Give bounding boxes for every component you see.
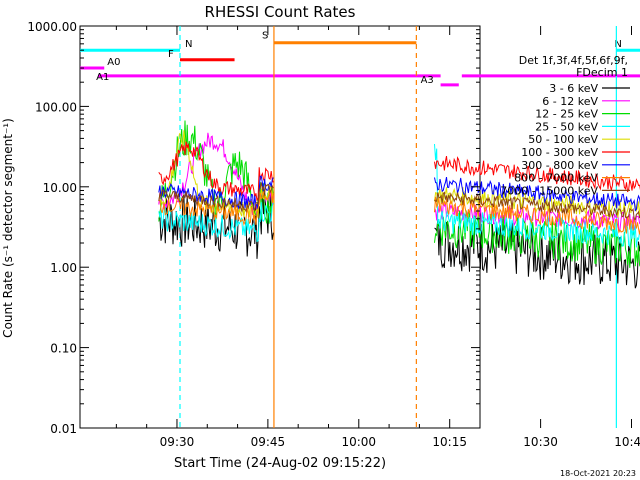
y-tick-label: 1000.00	[27, 20, 77, 34]
x-tick-label: 10:00	[341, 435, 376, 449]
chart-title: RHESSI Count Rates	[205, 3, 356, 21]
y-tick-label: 100.00	[35, 100, 77, 114]
series-line	[434, 196, 640, 235]
x-tick-label: 09:30	[160, 435, 195, 449]
y-axis-label: Count Rate (s⁻¹ detector segment⁻¹)	[1, 118, 15, 338]
series-line	[434, 177, 640, 212]
attenuator-label: F	[168, 49, 174, 60]
series-line	[158, 141, 274, 202]
legend-entry-label: 50 - 100 keV	[528, 133, 598, 146]
series-lines	[158, 120, 640, 289]
attenuator-label: N	[614, 39, 621, 50]
legend-entry-label: 12 - 25 keV	[535, 108, 598, 121]
series-line	[434, 143, 640, 249]
x-tick-label: 10:30	[523, 435, 558, 449]
legend-entry-label: 800 - 7000 keV	[514, 172, 598, 185]
attenuator-label: A0	[107, 57, 120, 68]
legend-entry-label: 300 - 800 keV	[521, 159, 598, 172]
x-tick-label: 10:45	[614, 435, 640, 449]
legend-entry-label: 100 - 300 keV	[521, 146, 598, 159]
plot-area	[79, 25, 481, 429]
legend-entry-label: 25 - 50 keV	[535, 120, 598, 133]
x-axis-label: Start Time (24-Aug-02 09:15:22)	[174, 456, 386, 471]
attenuator-label: N	[185, 39, 192, 50]
footer-timestamp: 18-Oct-2021 20:23	[560, 469, 636, 478]
attenuator-label: A3	[421, 75, 434, 86]
legend-header: Det 1f,3f,4f,5f,6f,9f,	[519, 54, 628, 67]
x-tick-label: 10:15	[432, 435, 467, 449]
plot-frame	[79, 25, 481, 429]
y-tick-label: 1.00	[50, 261, 77, 275]
series-line	[158, 202, 274, 243]
y-tick-label: 0.01	[50, 422, 77, 436]
series-line	[158, 175, 274, 210]
series-line	[158, 130, 274, 218]
legend-entry-label: 6 - 12 keV	[542, 95, 598, 108]
series-line	[434, 191, 640, 221]
x-tick-label: 09:45	[251, 435, 286, 449]
series-line	[158, 182, 274, 213]
y-tick-label: 10.00	[43, 181, 77, 195]
attenuator-state-bars: N N S F A0 A1 A3	[80, 31, 640, 87]
attenuator-label: A1	[96, 72, 109, 83]
axes: 0.01 0.10 1.00 10.00 100.00 1000.00 09:30 09:45…	[27, 20, 640, 449]
y-tick-label: 0.10	[50, 342, 77, 356]
series-line	[434, 156, 640, 193]
legend-entry-label: 7000 - 15000 keV	[500, 184, 598, 197]
attenuator-label: S	[262, 31, 268, 42]
legend-entry-label: 3 - 6 keV	[549, 82, 598, 95]
legend-header: FDecim 1	[576, 66, 628, 79]
legend: Det 1f,3f,4f,5f,6f,9f,FDecim 1 3 - 6 keV6…	[500, 54, 630, 197]
